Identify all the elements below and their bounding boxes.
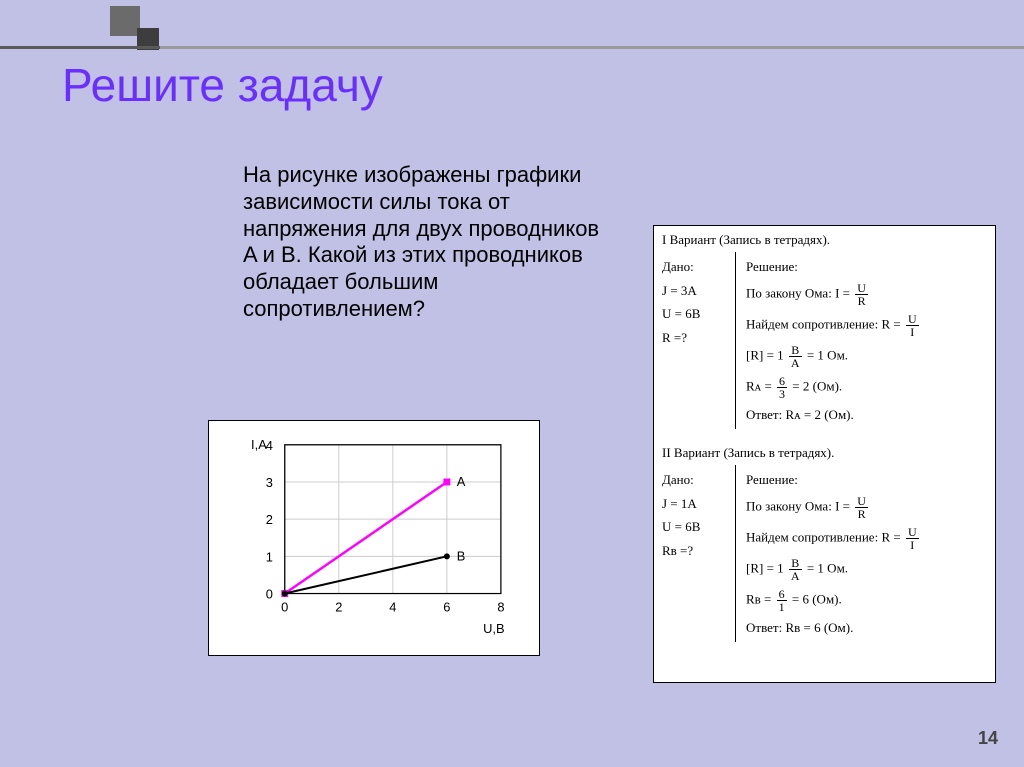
given-line: Дано: — [662, 471, 731, 489]
given-line: J = 3A — [662, 282, 731, 300]
variant-2: II Вариант (Запись в тетрадях). Дано: J = … — [662, 445, 987, 642]
given-column: Дано: J = 3A U = 6B R =? — [662, 252, 736, 429]
variant-1: I Вариант (Запись в тетрадях). Дано: J = 3… — [662, 232, 987, 429]
svg-text:4: 4 — [389, 599, 396, 614]
slide-title: Решите задачу — [62, 58, 383, 112]
svg-text:3: 3 — [266, 475, 273, 490]
calc: Rв = 61 = 6 (Ом). — [746, 588, 987, 613]
slide-decoration — [0, 0, 220, 48]
calc: Rᴀ = 63 = 2 (Ом). — [746, 375, 987, 400]
step-header: Решение: — [746, 258, 987, 276]
unit-check: [R] = 1 BA = 1 Ом. — [746, 557, 987, 582]
svg-text:A: A — [457, 474, 466, 489]
ohm-law: По закону Ома: I = UR — [746, 495, 987, 520]
svg-text:6: 6 — [443, 599, 450, 614]
step-header: Решение: — [746, 471, 987, 489]
given-column: Дано: J = 1A U = 6B Rв =? — [662, 465, 736, 642]
svg-text:B: B — [457, 548, 466, 563]
solution-panel: I Вариант (Запись в тетрадях). Дано: J = 3… — [653, 225, 996, 683]
given-line: Дано: — [662, 258, 731, 276]
svg-text:0: 0 — [281, 599, 288, 614]
given-line: U = 6B — [662, 305, 731, 323]
svg-text:8: 8 — [497, 599, 504, 614]
given-line: J = 1A — [662, 495, 731, 513]
steps-column: Решение: По закону Ома: I = UR Найдем сопр… — [736, 252, 987, 429]
ohm-law: По закону Ома: I = UR — [746, 282, 987, 307]
answer: Ответ: Rᴀ = 2 (Ом). — [746, 406, 987, 424]
find-resistance: Найдем сопротивление: R = UI — [746, 526, 987, 551]
variant-title: I Вариант (Запись в тетрадях). — [662, 232, 987, 248]
svg-text:0: 0 — [266, 586, 273, 601]
given-line: Rв =? — [662, 542, 731, 560]
svg-text:U,B: U,B — [483, 621, 504, 636]
svg-text:1: 1 — [266, 549, 273, 564]
find-resistance: Найдем сопротивление: R = UI — [746, 313, 987, 338]
given-line: U = 6B — [662, 518, 731, 536]
unit-check: [R] = 1 BA = 1 Ом. — [746, 344, 987, 369]
iv-chart: 0246801234I,AU,BAB — [208, 420, 540, 656]
svg-text:I,A: I,A — [251, 437, 267, 452]
answer: Ответ: Rв = 6 (Ом). — [746, 619, 987, 637]
chart-svg: 0246801234I,AU,BAB — [209, 421, 539, 655]
given-line: R =? — [662, 329, 731, 347]
steps-column: Решение: По закону Ома: I = UR Найдем сопр… — [736, 465, 987, 642]
problem-text: На рисунке изображены графики зависимост… — [243, 162, 613, 323]
svg-text:2: 2 — [266, 512, 273, 527]
variant-title: II Вариант (Запись в тетрадях). — [662, 445, 987, 461]
svg-text:2: 2 — [335, 599, 342, 614]
page-number: 14 — [978, 728, 998, 749]
